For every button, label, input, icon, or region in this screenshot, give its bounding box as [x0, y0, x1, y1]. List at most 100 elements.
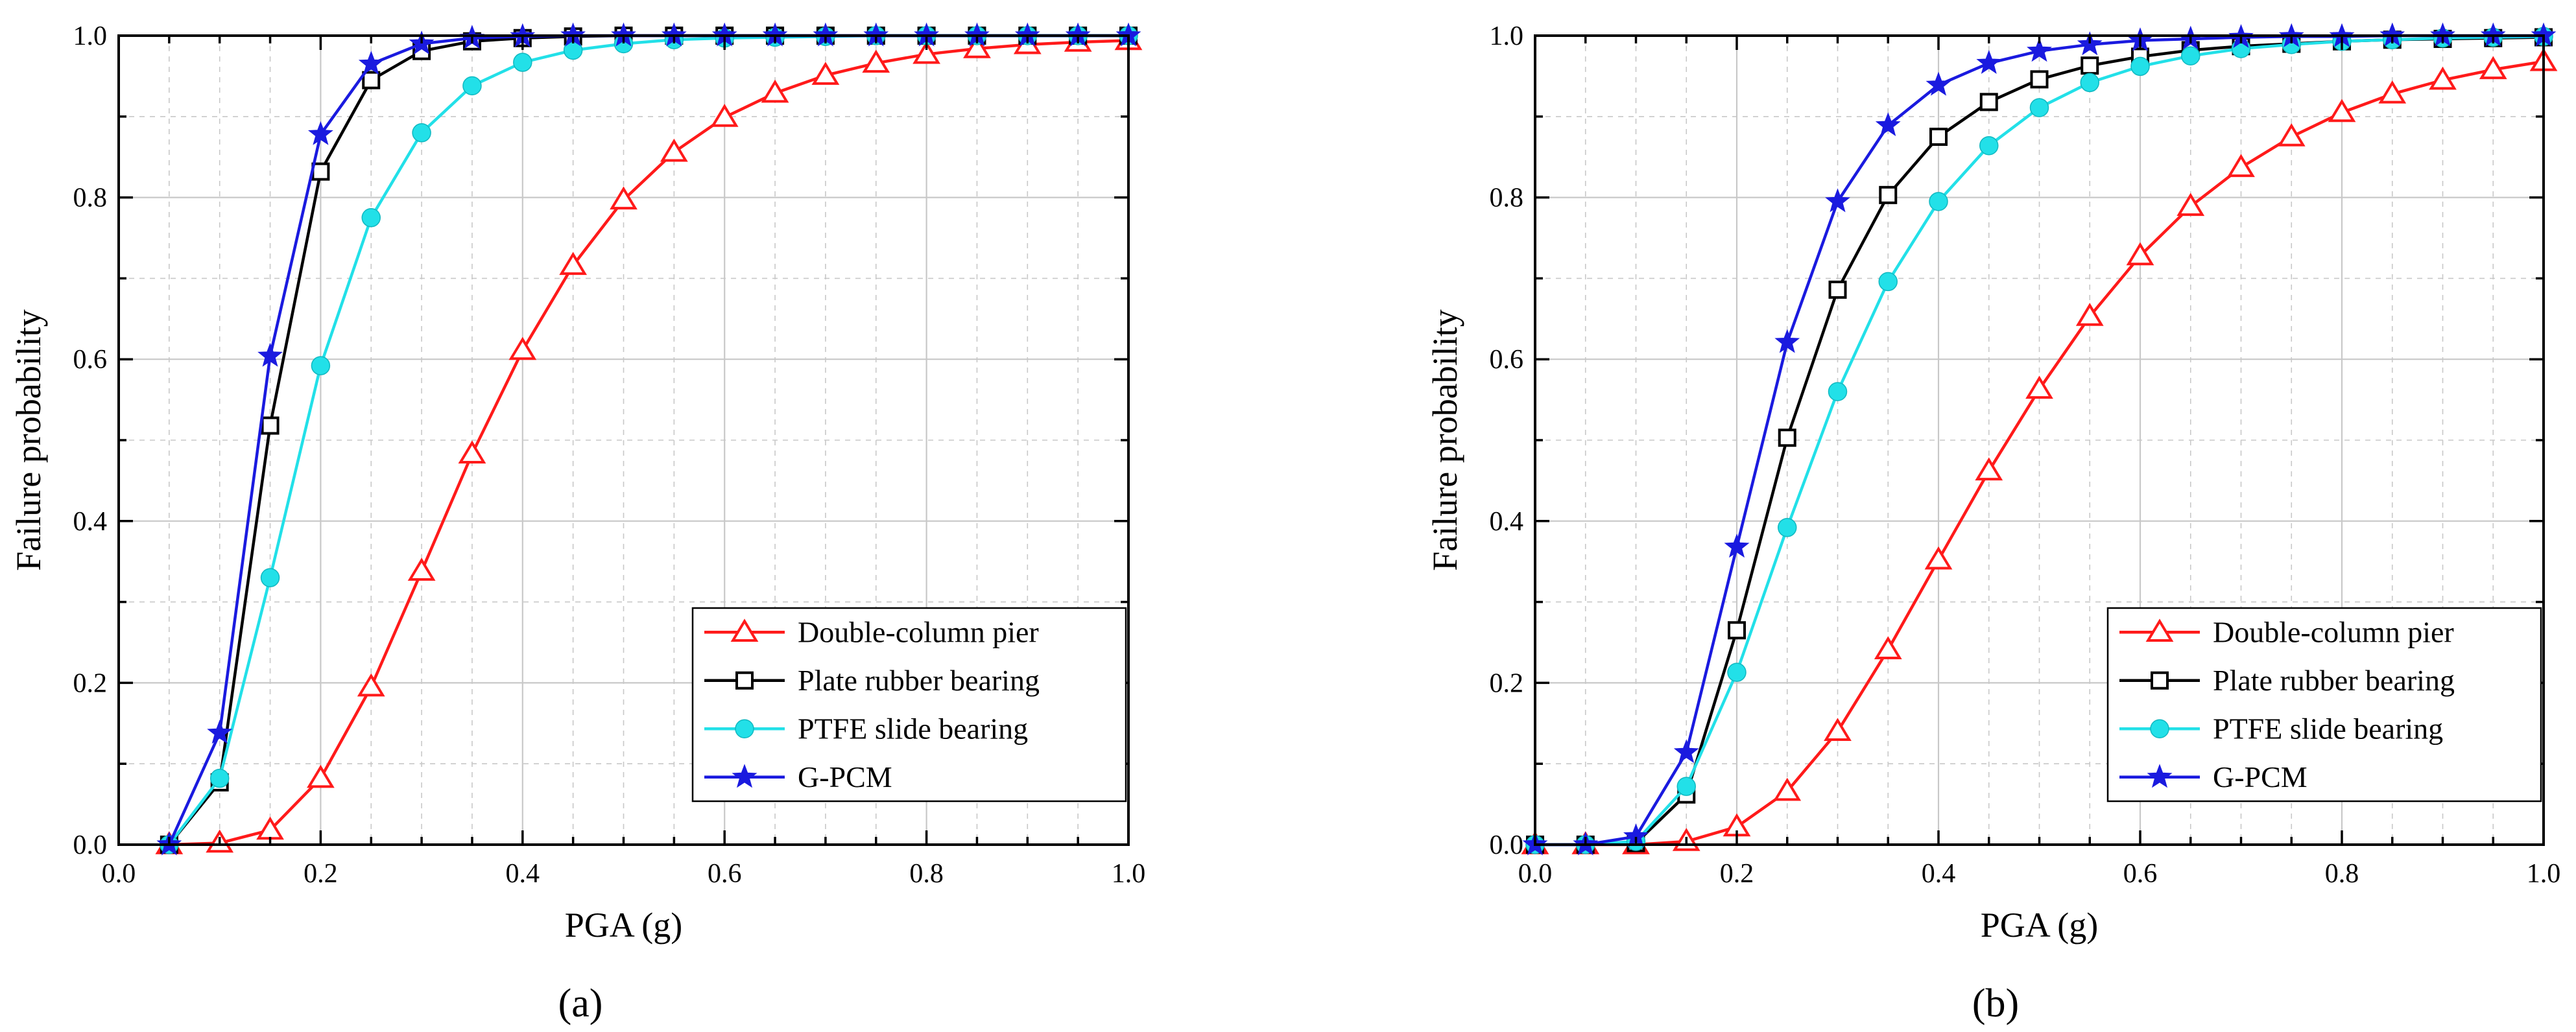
- data-point-marker: [2080, 73, 2099, 93]
- data-point-marker: [811, 62, 840, 85]
- legend-marker: [735, 719, 754, 738]
- data-point-marker: [2227, 154, 2255, 178]
- data-point-marker: [1975, 457, 2003, 481]
- legend-label: G-PCM: [2213, 760, 2308, 793]
- x-tick-label: 1.0: [2527, 859, 2561, 889]
- legend-marker: [730, 618, 759, 642]
- y-tick-label: 0.0: [1490, 830, 1524, 860]
- data-point-marker: [963, 35, 991, 58]
- data-point-marker: [311, 356, 331, 375]
- data-point-marker: [1825, 188, 1850, 213]
- data-point-marker: [862, 49, 890, 73]
- chart-panel-a: 0.0 0.2 0.4 0.6 0.8 1.0 0.0 0.2 0.4 0.6 0.8 1.0 PGA …: [9, 21, 1145, 944]
- y-tick-label: 0.0: [73, 830, 108, 860]
- legend-entry: Plate rubber bearing: [2119, 664, 2455, 697]
- data-point-marker: [462, 76, 482, 96]
- x-tick-label: 0.2: [304, 859, 338, 889]
- data-point-marker: [2277, 123, 2306, 147]
- data-point-marker: [1773, 777, 1802, 801]
- data-point-marker: [1774, 329, 1800, 353]
- data-point-marker: [1728, 621, 1746, 640]
- x-axis-label: PGA (g): [565, 906, 683, 944]
- x-tick-label: 0.4: [1922, 859, 1956, 889]
- legend-entry: PTFE slide bearing: [704, 712, 1028, 745]
- y-axis-label: Failure probability: [1425, 309, 1464, 570]
- data-point-marker: [1976, 49, 2002, 74]
- data-point-marker: [1676, 777, 1696, 796]
- data-point-marker: [1924, 546, 1953, 570]
- legend: Double-column pier Plate rubber bearing PT…: [691, 607, 1127, 803]
- legend-entry: G-PCM: [704, 760, 892, 793]
- legend-label: G-PCM: [798, 760, 892, 793]
- data-point-marker: [209, 768, 230, 788]
- data-point-marker: [1673, 739, 1699, 764]
- axis-ticks: [1534, 34, 2545, 846]
- x-tick-label: 0.2: [1720, 859, 1754, 889]
- x-tick-label: 0.8: [2325, 859, 2359, 889]
- data-point-marker: [1926, 71, 1951, 96]
- legend-entry: Double-column pier: [704, 615, 1039, 648]
- legend: Double-column pier Plate rubber bearing PT…: [2106, 607, 2542, 803]
- legend-label: Double-column pier: [798, 615, 1039, 648]
- y-tick-label: 1.0: [1490, 21, 1524, 51]
- y-tick-label: 0.4: [1490, 507, 1524, 537]
- data-point-marker: [710, 104, 739, 127]
- x-tick-label: 0.4: [506, 859, 540, 889]
- data-point-marker: [1929, 128, 1948, 146]
- data-point-marker: [513, 53, 532, 72]
- y-tick-label: 0.6: [73, 345, 108, 375]
- data-point-marker: [260, 568, 280, 587]
- legend-label: Double-column pier: [2213, 615, 2454, 648]
- data-point-marker: [1724, 534, 1750, 558]
- x-tick-label: 0.8: [909, 859, 944, 889]
- data-point-marker: [1828, 382, 1848, 401]
- data-point-marker: [508, 336, 537, 360]
- y-tick-label: 0.6: [1490, 345, 1524, 375]
- data-point-marker: [412, 123, 431, 143]
- legend-entry: Plate rubber bearing: [704, 664, 1040, 697]
- data-point-marker: [1778, 518, 1797, 537]
- legend-marker: [2147, 764, 2173, 788]
- chart-panel-b: 0.0 0.2 0.4 0.6 0.8 1.0 0.0 0.2 0.4 0.6 0.8 1.0 PGA …: [1425, 21, 2560, 944]
- data-point-marker: [307, 121, 333, 145]
- data-point-marker: [1727, 663, 1747, 682]
- data-point-marker: [407, 557, 436, 581]
- data-point-marker: [2075, 303, 2104, 326]
- data-point-marker: [361, 208, 381, 228]
- data-point-marker: [2130, 56, 2150, 76]
- x-tick-label: 0.0: [1518, 859, 1553, 889]
- y-tick-label: 0.8: [73, 183, 108, 213]
- data-point-marker: [358, 51, 384, 75]
- legend-label: Plate rubber bearing: [2213, 664, 2455, 697]
- data-point-marker: [559, 252, 588, 276]
- x-tick-label: 1.0: [1112, 859, 1146, 889]
- y-tick-label: 0.2: [73, 668, 108, 698]
- legend-marker: [2151, 671, 2169, 690]
- data-point-marker: [207, 720, 233, 744]
- x-tick-label: 0.6: [2123, 859, 2158, 889]
- data-point-marker: [912, 40, 940, 64]
- data-point-marker: [1874, 636, 1902, 659]
- x-tick-label: 0.6: [708, 859, 742, 889]
- data-point-marker: [362, 71, 381, 89]
- y-tick-label: 0.2: [1490, 668, 1524, 698]
- y-tick-label: 1.0: [73, 21, 108, 51]
- data-point-marker: [357, 673, 385, 697]
- legend-marker: [735, 671, 754, 690]
- legend-label: PTFE slide bearing: [2213, 712, 2443, 745]
- data-point-marker: [257, 342, 283, 367]
- series-double-column-pier: [155, 27, 1143, 854]
- data-point-marker: [660, 138, 688, 162]
- panel-label-b: (b): [1972, 981, 2019, 1026]
- y-axis-label: Failure probability: [9, 309, 48, 570]
- legend-entry: G-PCM: [2119, 760, 2308, 793]
- data-point-marker: [2378, 80, 2407, 104]
- data-point-marker: [1979, 93, 1998, 111]
- legend-label: Plate rubber bearing: [798, 664, 1040, 697]
- x-tick-label: 0.0: [102, 859, 136, 889]
- data-point-marker: [1824, 718, 1852, 742]
- data-point-marker: [2429, 66, 2457, 90]
- y-tick-label: 0.8: [1490, 183, 1524, 213]
- legend-marker: [2150, 719, 2169, 738]
